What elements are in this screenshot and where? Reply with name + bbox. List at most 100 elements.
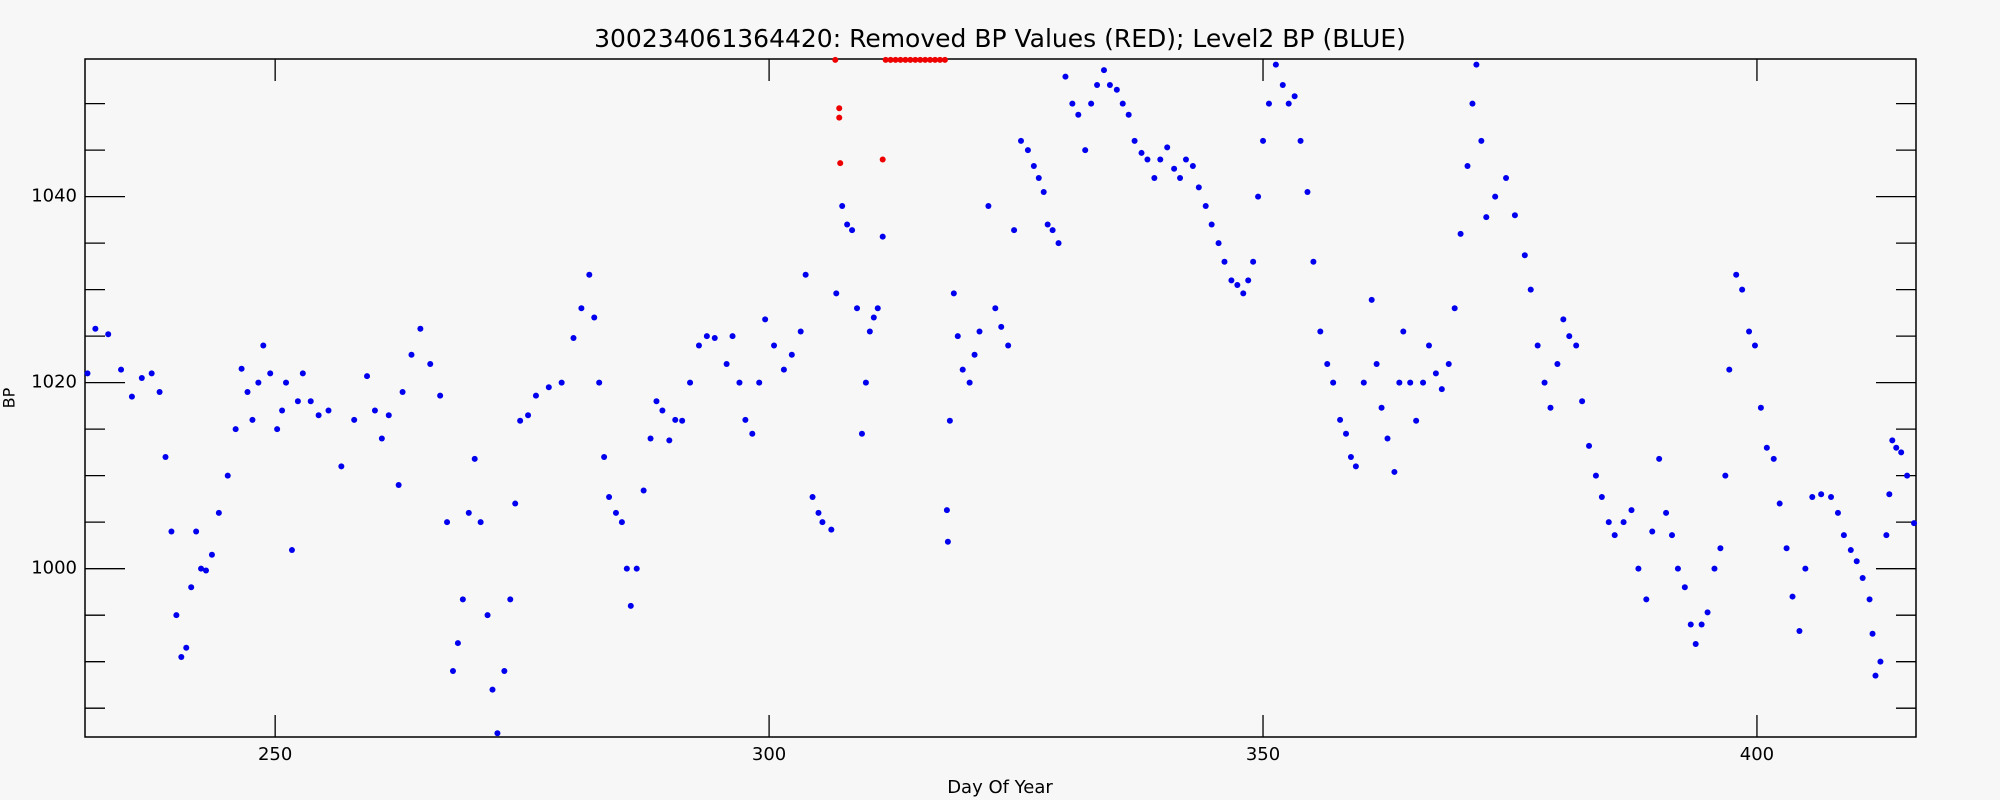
data-point <box>1457 230 1464 237</box>
data-point <box>1911 520 1918 527</box>
data-point <box>971 351 978 358</box>
data-point <box>1378 404 1385 411</box>
data-point <box>1171 165 1178 172</box>
data-point <box>1554 361 1561 368</box>
data-point <box>1886 491 1893 498</box>
y-tick-label: 1000 <box>31 558 77 579</box>
data-point <box>1330 379 1337 386</box>
data-point <box>1195 184 1202 191</box>
data-point <box>870 314 877 321</box>
data-point <box>1285 100 1292 107</box>
data-point <box>858 430 865 437</box>
data-point <box>215 509 222 516</box>
data-point <box>294 398 301 405</box>
data-point <box>1035 175 1042 182</box>
data-point <box>815 509 822 516</box>
data-point <box>695 342 702 349</box>
data-point <box>267 370 274 377</box>
data-point <box>1722 472 1729 479</box>
data-point <box>742 416 749 423</box>
chart-title: 300234061364420: Removed BP Values (RED)… <box>594 24 1406 53</box>
data-point <box>1391 468 1398 475</box>
data-point <box>946 417 953 424</box>
data-point <box>849 227 856 234</box>
data-point <box>887 56 894 63</box>
data-point <box>1317 328 1324 335</box>
data-point <box>1746 328 1753 335</box>
data-point <box>944 538 951 545</box>
data-point <box>1834 509 1841 516</box>
data-point <box>558 379 565 386</box>
data-point <box>162 454 169 461</box>
data-point <box>517 417 524 424</box>
data-point <box>299 370 306 377</box>
data-point <box>1157 156 1164 163</box>
data-point <box>1692 640 1699 647</box>
data-point <box>173 612 180 619</box>
data-point <box>866 328 873 335</box>
data-point <box>477 519 484 526</box>
data-point <box>1255 193 1262 200</box>
data-point <box>612 509 619 516</box>
data-point <box>1828 494 1835 501</box>
data-point <box>512 500 519 507</box>
data-point <box>879 233 886 240</box>
data-point <box>1547 404 1554 411</box>
data-point <box>288 547 295 554</box>
data-point <box>679 417 686 424</box>
data-point <box>1352 463 1359 470</box>
data-point <box>902 56 909 63</box>
data-point <box>188 584 195 591</box>
data-point <box>1681 584 1688 591</box>
data-point <box>249 416 256 423</box>
data-point <box>494 730 501 737</box>
data-point <box>1049 227 1056 234</box>
data-point <box>723 361 730 368</box>
data-point <box>1075 111 1082 118</box>
data-point <box>1368 296 1375 303</box>
data-point <box>1100 67 1107 74</box>
data-point <box>917 56 924 63</box>
data-point <box>936 56 943 63</box>
data-point <box>444 519 451 526</box>
data-point <box>1877 658 1884 665</box>
data-point <box>1656 455 1663 462</box>
data-point <box>647 435 654 442</box>
data-point <box>998 323 1005 330</box>
data-point <box>1451 305 1458 312</box>
data-point <box>1898 449 1905 456</box>
data-point <box>395 481 402 488</box>
data-point <box>203 567 210 574</box>
data-point <box>802 271 809 278</box>
data-point <box>687 379 694 386</box>
data-point <box>1643 596 1650 603</box>
x-tick-label: 300 <box>752 744 786 765</box>
data-point <box>1373 361 1380 368</box>
data-point <box>1789 593 1796 600</box>
data-point <box>1088 100 1095 107</box>
data-point <box>399 388 406 395</box>
data-point <box>1208 221 1215 228</box>
data-point <box>1840 532 1847 539</box>
data-point <box>749 430 756 437</box>
data-point <box>1469 100 1476 107</box>
data-point <box>437 392 444 399</box>
data-point <box>1478 137 1485 144</box>
data-point <box>633 565 640 572</box>
data-point <box>525 412 532 419</box>
data-point <box>364 373 371 380</box>
data-point <box>1182 156 1189 163</box>
x-tick-label: 250 <box>258 744 292 765</box>
data-point <box>1202 202 1209 209</box>
data-point <box>148 370 155 377</box>
data-point <box>489 686 496 693</box>
data-point <box>1343 430 1350 437</box>
data-point <box>193 528 200 535</box>
data-point <box>1425 342 1432 349</box>
data-point <box>1420 379 1427 386</box>
data-point <box>1573 342 1580 349</box>
data-point <box>836 105 843 112</box>
data-point <box>1904 472 1911 479</box>
data-point <box>1521 252 1528 259</box>
data-point <box>1005 342 1012 349</box>
